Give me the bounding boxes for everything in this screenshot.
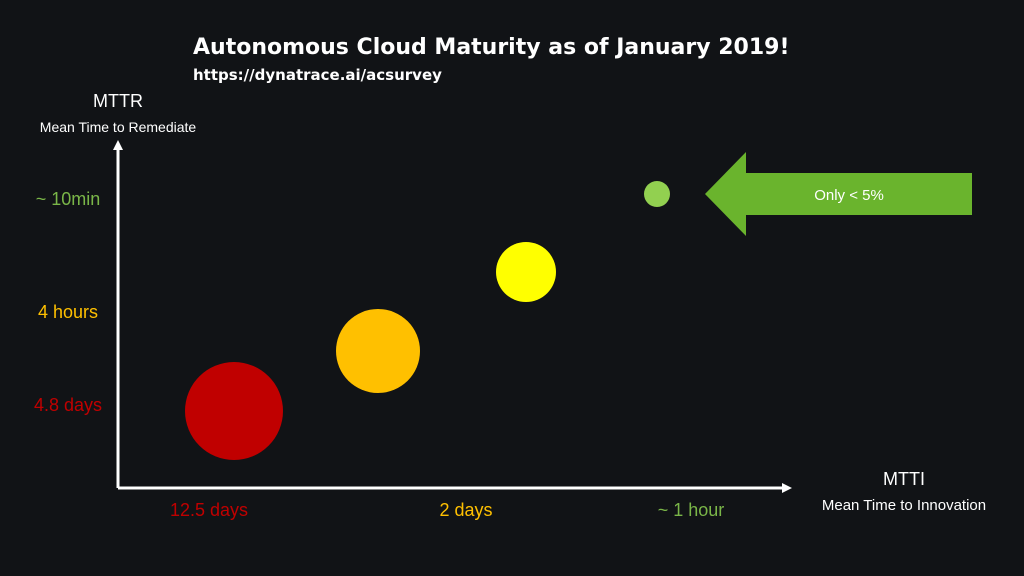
y-axis-label: MTTR	[93, 91, 143, 111]
data-point	[336, 309, 420, 393]
x-tick-label: 2 days	[439, 500, 492, 520]
y-tick-labels: 4.8 days 4 hours ~ 10min	[34, 189, 102, 415]
x-tick-labels: 12.5 days 2 days ~ 1 hour	[170, 500, 724, 520]
x-tick-label: ~ 1 hour	[658, 500, 725, 520]
y-tick-label: 4.8 days	[34, 395, 102, 415]
chart-title: Autonomous Cloud Maturity as of January …	[193, 35, 790, 60]
x-axis-sublabel: Mean Time to Innovation	[822, 497, 986, 514]
data-point	[185, 362, 283, 460]
y-tick-label: ~ 10min	[36, 189, 101, 209]
y-axis-sublabel: Mean Time to Remediate	[40, 119, 197, 135]
data-point	[496, 242, 556, 302]
x-tick-label: 12.5 days	[170, 500, 248, 520]
data-point	[644, 181, 670, 207]
callout-arrow	[705, 152, 972, 236]
x-axis-label: MTTI	[883, 469, 925, 489]
y-tick-label: 4 hours	[38, 302, 98, 322]
callout-label: Only < 5%	[814, 187, 884, 204]
callout: Only < 5%	[705, 152, 972, 236]
data-points	[185, 181, 670, 460]
chart-subtitle-url: https://dynatrace.ai/acsurvey	[193, 66, 442, 84]
